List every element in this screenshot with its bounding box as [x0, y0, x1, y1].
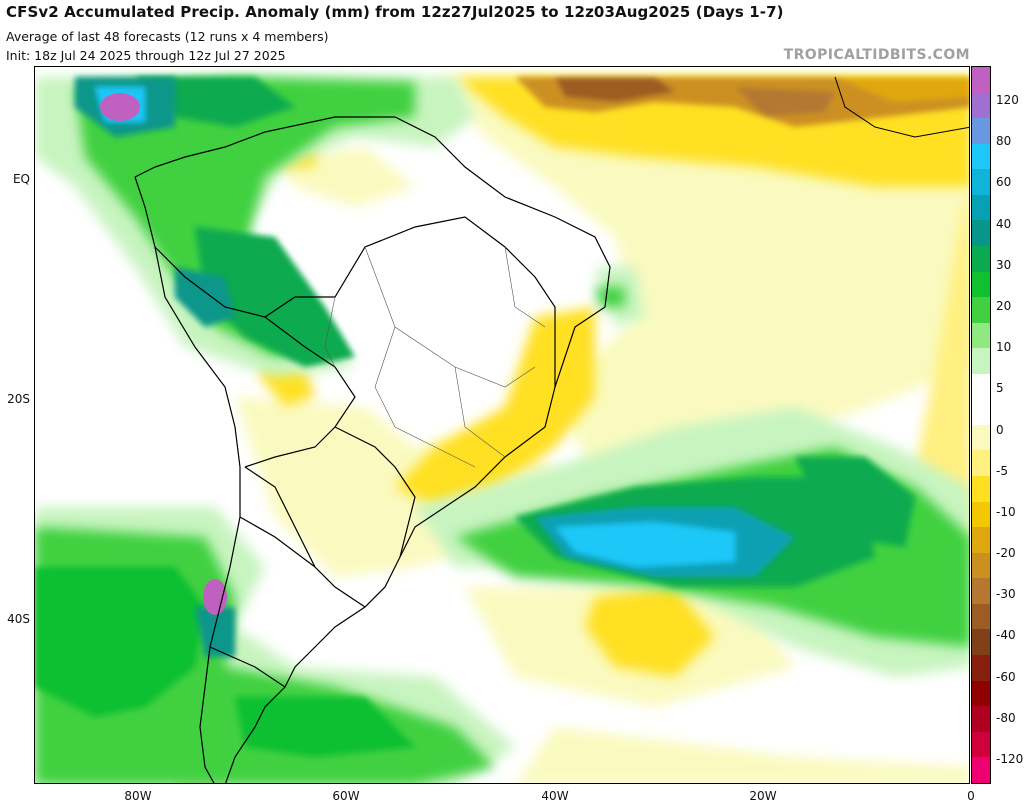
- colorbar-segment: [972, 143, 990, 170]
- colorbar-segment: [972, 527, 990, 553]
- precip-anomaly-map: [34, 66, 970, 784]
- colorbar-segment: [972, 194, 990, 221]
- colorbar-segment: [972, 731, 990, 758]
- colorbar-segment: [972, 271, 990, 298]
- lon-label-40w: 40W: [541, 789, 569, 803]
- colorbar-segment: [972, 322, 990, 349]
- colorbar-segment: [972, 680, 990, 707]
- colorbar-segment: [972, 373, 990, 400]
- lon-label-20w: 20W: [749, 789, 777, 803]
- colorbar-segment: [972, 67, 990, 93]
- africa-coast: [834, 76, 969, 138]
- colorbar-tick-label: -40: [996, 628, 1016, 643]
- chart-title: CFSv2 Accumulated Precip. Anomaly (mm) f…: [6, 3, 784, 21]
- colorbar-segment: [972, 92, 990, 119]
- colorbar-segment: [972, 297, 990, 323]
- colorbar-segment: [972, 757, 990, 783]
- colorbar-tick-label: -10: [996, 504, 1016, 519]
- colorbar-tick-label: 5: [996, 381, 1004, 396]
- colorbar-tick-label: 60: [996, 175, 1012, 190]
- brand-watermark: TROPICALTIDBITS.COM: [783, 47, 970, 63]
- internal-borders: [324, 246, 546, 468]
- colorbar-segment: [972, 654, 990, 681]
- colorbar-tick-label: 120: [996, 93, 1019, 107]
- colorbar-tick-label: 80: [996, 134, 1012, 149]
- colorbar-tick-label: -30: [996, 587, 1016, 602]
- colorbar-segment: [972, 348, 990, 374]
- colorbar-tick-label: 40: [996, 216, 1012, 231]
- lat-label-40s: 40S: [7, 612, 30, 626]
- colorbar-tick-label: -60: [996, 669, 1016, 684]
- colorbar-segment: [972, 476, 990, 502]
- colorbar-tick-label: 30: [996, 257, 1012, 272]
- lat-label-20s: 20S: [7, 392, 30, 406]
- colorbar: [971, 66, 991, 784]
- colorbar-segment: [972, 399, 990, 425]
- colorbar-segment: [972, 245, 990, 272]
- colorbar-tick-label: -5: [996, 463, 1008, 478]
- colorbar-tick-label: -120: [996, 752, 1024, 766]
- colorbar-segment: [972, 706, 990, 732]
- pos-anomaly-purple: [100, 93, 227, 615]
- subtitle: Average of last 48 forecasts (12 runs x …: [6, 29, 329, 44]
- colorbar-segment: [972, 450, 990, 476]
- colorbar-tick-label: -80: [996, 710, 1016, 725]
- lon-label-60w: 60W: [332, 789, 360, 803]
- init-time: Init: 18z Jul 24 2025 through 12z Jul 27…: [6, 48, 286, 63]
- colorbar-tick-label: 0: [996, 422, 1004, 437]
- colorbar-tick-label: 10: [996, 340, 1012, 355]
- colorbar-segment: [972, 603, 990, 630]
- coastlines: [134, 116, 611, 783]
- lon-label-0: 0: [967, 789, 975, 803]
- colorbar-segment: [972, 501, 990, 528]
- colorbar-tick-label: -20: [996, 546, 1016, 561]
- colorbar-segment: [972, 424, 990, 451]
- lat-label-eq: EQ: [12, 172, 30, 186]
- colorbar-segment: [972, 220, 990, 246]
- colorbar-segment: [972, 629, 990, 655]
- map-canvas: [35, 67, 969, 783]
- colorbar-segment: [972, 169, 990, 195]
- colorbar-segment: [972, 118, 990, 144]
- colorbar-tick-label: 20: [996, 298, 1012, 313]
- colorbar-segment: [972, 578, 990, 604]
- colorbar-segment: [972, 552, 990, 579]
- lon-label-80w: 80W: [124, 789, 152, 803]
